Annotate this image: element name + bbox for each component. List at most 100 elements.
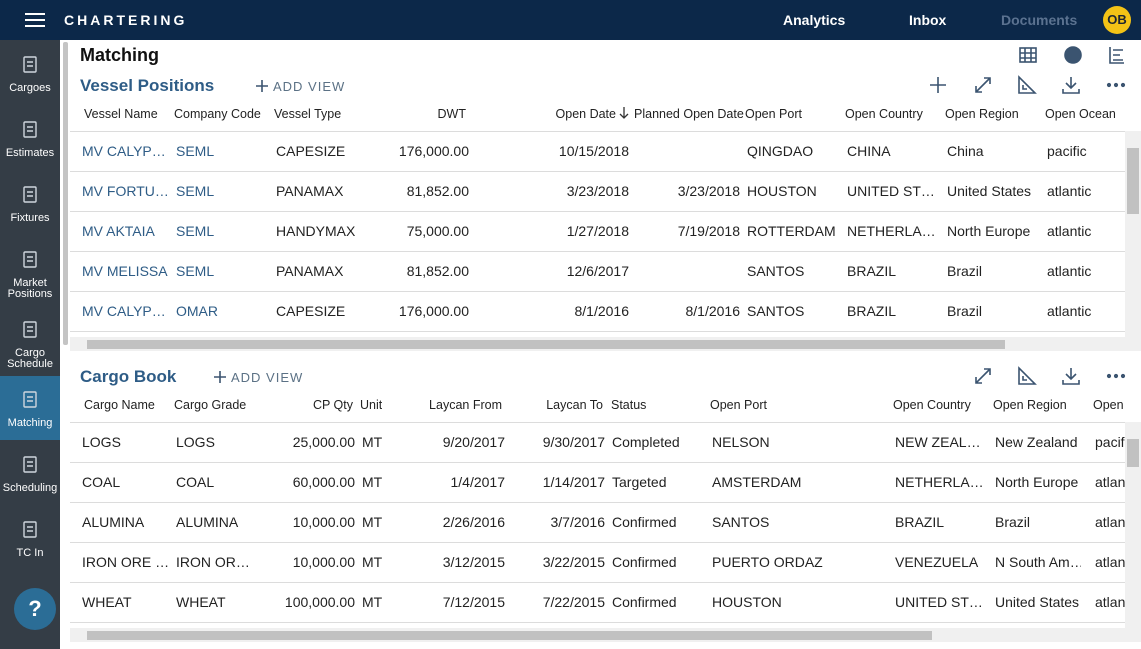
nav-icon[interactable] [19,389,41,411]
column-header[interactable]: Status [611,398,647,412]
nav-label[interactable]: Scheduling [2,482,58,494]
menu-button[interactable] [24,12,46,28]
column-header[interactable]: Vessel Name [84,107,158,121]
table-cell[interactable]: SEML [176,263,215,279]
table-cell[interactable]: MV FORTU… [82,183,169,199]
table-cell[interactable]: MV AKTAIA [82,223,155,239]
column-header[interactable]: Open Country [845,107,923,121]
column-header[interactable]: Open Ocean [1093,398,1125,412]
sidebar-scroll-thumb [63,42,68,345]
nav-label[interactable]: TC In [16,547,44,559]
column-header[interactable]: CP Qty [312,398,353,412]
table-cell: atlantic [1047,223,1092,239]
row-line [70,542,1125,543]
table-cell: atlantic [1047,303,1092,319]
table-cell: 3/12/2015 [442,554,505,570]
globe-icon[interactable] [1064,46,1082,64]
nav-label[interactable]: Fixtures [10,212,50,224]
row-line [70,582,1125,583]
header-line [70,422,1125,423]
table-cell: 176,000.00 [398,303,469,319]
column-header[interactable]: Cargo Grade [174,398,247,412]
nav-label[interactable]: Cargo Schedule [7,347,53,370]
column-header[interactable]: Laycan To [546,398,603,412]
table-cell: NETHERLA… [895,474,984,490]
data-grid: Vessel Name Company Code Vessel Type DWT Ope… [70,96,1125,346]
nav-icon[interactable] [19,454,41,476]
avatar[interactable]: OB [1103,6,1131,34]
nav-label[interactable]: Market Positions [7,277,53,300]
table-cell[interactable]: SEML [176,143,215,159]
column-header[interactable]: Open Region [945,107,1019,121]
ruler-icon[interactable] [1016,74,1038,96]
nav-icon[interactable] [19,184,41,206]
nav-icon[interactable] [19,54,41,76]
table-cell[interactable]: MV CALYP… [82,143,166,159]
grid-view-icon[interactable] [1019,47,1037,63]
table-cell: 10,000.00 [292,554,355,570]
table-cell: atlantic [1095,474,1125,490]
column-header[interactable]: Open Region [993,398,1067,412]
nav-analytics[interactable]: Analytics [783,12,846,28]
column-header[interactable]: DWT [437,107,466,121]
add-view[interactable]: ADD VIEW [231,370,304,385]
add-view[interactable]: ADD VIEW [273,79,346,94]
column-header[interactable]: Vessel Type [274,107,342,121]
ruler-icon[interactable] [1016,365,1038,387]
table-cell: 12/6/2017 [566,263,629,279]
row-line [70,462,1125,463]
table-cell: 3/23/2018 [566,183,629,199]
nav-label[interactable]: Estimates [5,147,55,159]
h-scroll-thumb[interactable] [87,340,1005,349]
table-cell: MT [362,474,383,490]
download-icon[interactable] [1060,365,1082,387]
table-cell: atlantic [1095,594,1125,610]
table-cell[interactable]: MV MELISSA [82,263,168,279]
table-cell: China [947,143,984,159]
expand-icon[interactable] [972,365,994,387]
table-cell: SANTOS [712,514,770,530]
nav-inbox[interactable]: Inbox [909,12,947,28]
column-header[interactable]: Open Date [555,107,616,121]
nav-icon[interactable] [19,519,41,541]
expand-icon[interactable] [972,74,994,96]
table-cell: UNITED ST… [847,183,935,199]
table-cell: United States [995,594,1080,610]
add-view-icon[interactable] [251,75,273,97]
column-header[interactable]: Planned Open Date [634,107,744,121]
table-cell[interactable]: MV CALYP… [82,303,166,319]
section-title: Vessel Positions [80,76,215,95]
column-header[interactable]: Laycan From [429,398,502,412]
help-button[interactable]: ? [14,588,56,630]
row-line [70,211,1125,212]
column-header[interactable]: Cargo Name [84,398,155,412]
nav-icon[interactable] [19,119,41,141]
column-header[interactable]: Open Port [710,398,767,412]
nav-label[interactable]: Cargoes [9,82,51,94]
column-header[interactable]: Open Port [745,107,802,121]
v-scroll-thumb[interactable] [1127,439,1139,467]
h-scroll-thumb[interactable] [87,631,932,640]
table-cell[interactable]: SEML [176,223,215,239]
nav-label[interactable]: Matching [7,417,53,429]
v-scroll-thumb[interactable] [1127,148,1139,214]
column-header[interactable]: Open Country [893,398,971,412]
add-view-icon[interactable] [209,366,231,388]
nav-icon[interactable] [19,319,41,341]
layout-icon[interactable] [1108,46,1126,64]
download-icon[interactable] [1060,74,1082,96]
sort-arrow[interactable] [619,106,629,120]
nav-icon[interactable] [19,249,41,271]
column-header[interactable]: Company Code [174,107,261,121]
more-icon[interactable] [1105,74,1127,96]
table-cell[interactable]: SEML [176,183,215,199]
column-header[interactable]: Unit [360,398,383,412]
column-header[interactable]: Open Ocean [1045,107,1116,121]
table-cell: 81,852.00 [406,263,469,279]
more-icon[interactable] [1105,365,1127,387]
table-cell: Targeted [612,474,667,490]
plus-icon[interactable] [927,74,949,96]
table-cell[interactable]: OMAR [176,303,218,319]
table-cell: LOGS [176,434,215,450]
nav-documents[interactable]: Documents [1001,12,1078,28]
